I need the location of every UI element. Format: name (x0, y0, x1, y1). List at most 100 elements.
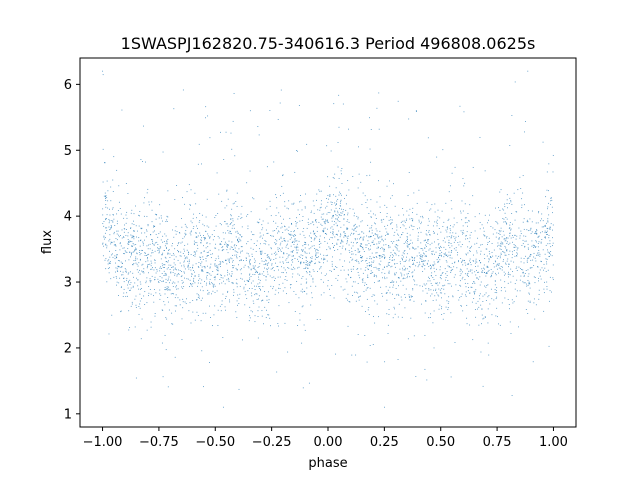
data-point (326, 228, 328, 230)
data-point (201, 214, 203, 216)
data-point (129, 279, 131, 281)
data-point (215, 215, 217, 216)
data-point (221, 300, 223, 302)
data-point (442, 226, 444, 227)
data-point (544, 225, 546, 227)
data-point (546, 230, 548, 232)
data-point (506, 203, 508, 204)
data-point (139, 245, 141, 247)
data-point (432, 250, 434, 252)
data-point (410, 295, 412, 297)
data-point (207, 246, 209, 248)
data-point (226, 223, 228, 225)
data-point (198, 262, 200, 263)
data-point (534, 277, 536, 279)
data-point (471, 301, 473, 303)
data-point (170, 272, 172, 274)
data-point (447, 219, 449, 221)
data-point (207, 272, 209, 274)
data-point (131, 245, 133, 247)
data-point (178, 251, 180, 253)
data-point (182, 89, 184, 91)
data-point (163, 270, 165, 272)
data-point (310, 304, 312, 306)
data-point (498, 233, 500, 234)
data-point (128, 280, 129, 282)
data-point (276, 228, 277, 230)
data-point (283, 240, 285, 242)
data-point (298, 297, 300, 299)
data-point (159, 251, 161, 253)
data-point (135, 248, 137, 250)
data-point (236, 278, 238, 280)
data-point (229, 231, 231, 232)
data-point (461, 278, 463, 280)
data-point (174, 282, 176, 284)
data-point (420, 256, 421, 258)
data-point (527, 70, 529, 72)
data-point (519, 279, 521, 281)
data-point (308, 223, 310, 225)
data-point (290, 233, 292, 235)
data-point (543, 263, 545, 265)
data-point (176, 245, 178, 247)
data-point (422, 266, 423, 268)
data-point (186, 256, 188, 258)
data-point (455, 239, 456, 241)
data-point (167, 301, 169, 303)
data-point (527, 257, 529, 259)
data-point (520, 257, 522, 259)
data-point (484, 258, 486, 259)
data-point (113, 276, 115, 278)
data-point (426, 230, 427, 232)
data-point (348, 249, 350, 251)
data-point (258, 295, 260, 297)
data-point (448, 191, 450, 193)
data-point (211, 325, 213, 327)
data-point (351, 251, 353, 252)
data-point (154, 313, 156, 314)
data-point (444, 241, 446, 243)
data-point (438, 260, 440, 262)
data-point (452, 295, 454, 297)
data-point (333, 246, 334, 248)
data-point (412, 276, 413, 278)
data-point (138, 252, 140, 253)
data-point (278, 212, 280, 214)
data-point (176, 285, 177, 287)
data-point (368, 314, 370, 315)
data-point (312, 279, 314, 281)
data-point (262, 220, 264, 222)
data-point (135, 244, 137, 245)
data-point (341, 247, 343, 249)
data-point (233, 245, 235, 247)
data-point (464, 279, 466, 281)
data-point (228, 279, 230, 281)
data-point (191, 285, 193, 287)
data-point (512, 275, 514, 277)
data-point (315, 248, 317, 250)
data-point (106, 247, 108, 249)
data-point (371, 296, 373, 297)
data-point (485, 316, 486, 318)
data-point (372, 242, 374, 244)
data-point (402, 259, 403, 261)
data-point (214, 285, 216, 287)
data-point (402, 284, 404, 286)
data-point (323, 213, 325, 215)
data-point (186, 191, 188, 193)
data-point (296, 245, 298, 247)
data-point (232, 267, 234, 269)
data-point (227, 245, 229, 247)
data-point (433, 261, 435, 263)
data-point (124, 224, 125, 226)
data-point (397, 239, 399, 241)
data-point (106, 214, 108, 216)
data-point (552, 212, 554, 214)
data-point (124, 250, 126, 252)
data-point (131, 209, 133, 211)
data-point (266, 268, 268, 270)
data-point (146, 329, 148, 331)
data-point (206, 272, 208, 274)
data-point (437, 261, 439, 263)
